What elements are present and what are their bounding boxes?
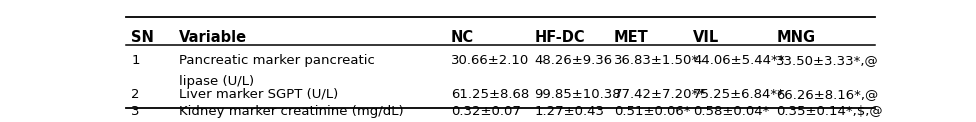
Text: 0.35±0.14*,$,@: 0.35±0.14*,$,@	[776, 105, 882, 118]
Text: 3: 3	[131, 105, 140, 118]
Text: MET: MET	[614, 30, 648, 45]
Text: Variable: Variable	[179, 30, 247, 45]
Text: 36.83±1.50*: 36.83±1.50*	[614, 54, 699, 67]
Text: HF-DC: HF-DC	[534, 30, 585, 45]
Text: Liver marker SGPT (U/L): Liver marker SGPT (U/L)	[179, 88, 338, 101]
Text: 61.25±8.68: 61.25±8.68	[451, 88, 529, 101]
Text: 2: 2	[131, 88, 140, 101]
Text: 66.26±8.16*,@: 66.26±8.16*,@	[776, 88, 878, 101]
Text: lipase (U/L): lipase (U/L)	[179, 75, 254, 88]
Text: Pancreatic marker pancreatic: Pancreatic marker pancreatic	[179, 54, 375, 67]
Text: 1: 1	[131, 54, 140, 67]
Text: 99.85±10.38: 99.85±10.38	[534, 88, 621, 101]
Text: 30.66±2.10: 30.66±2.10	[451, 54, 529, 67]
Text: 44.06±5.44**: 44.06±5.44**	[693, 54, 785, 67]
Text: MNG: MNG	[776, 30, 815, 45]
Text: 77.42±7.20**: 77.42±7.20**	[614, 88, 706, 101]
Text: 1.27±0.43: 1.27±0.43	[534, 105, 604, 118]
Text: 0.32±0.07: 0.32±0.07	[451, 105, 521, 118]
Text: Kidney marker creatinine (mg/dL): Kidney marker creatinine (mg/dL)	[179, 105, 403, 118]
Text: VIL: VIL	[693, 30, 719, 45]
Text: 0.51±0.06*: 0.51±0.06*	[614, 105, 690, 118]
Text: 33.50±3.33*,@: 33.50±3.33*,@	[776, 54, 879, 67]
Text: 75.25±6.84**: 75.25±6.84**	[693, 88, 785, 101]
Text: NC: NC	[451, 30, 474, 45]
Text: 0.58±0.04*: 0.58±0.04*	[693, 105, 769, 118]
Text: SN: SN	[131, 30, 154, 45]
Text: 48.26±9.36: 48.26±9.36	[534, 54, 612, 67]
